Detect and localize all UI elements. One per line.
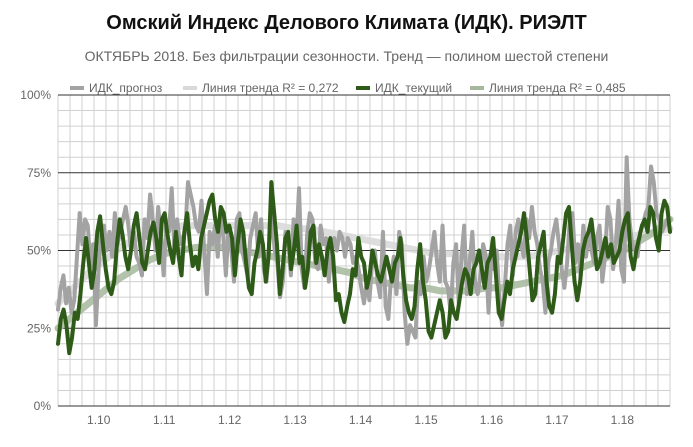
legend-label: Линия тренда R² = 0,272	[202, 81, 339, 95]
legend-item-0: ИДК_прогноз	[70, 81, 163, 95]
x-tick-label: 1.17	[545, 413, 569, 427]
chart-legend: ИДК_прогноз Линия тренда R² = 0,272 ИДК_те…	[70, 81, 626, 95]
axis-layer: 0% 25% 50% 75% 100% 1.10 1.11 1.12 1.13 1.14 1.15 1…	[20, 88, 634, 427]
y-tick-label: 25%	[27, 321, 51, 335]
legend-label: Линия тренда R² = 0,485	[489, 81, 626, 95]
legend-label: ИДК_текущий	[375, 81, 452, 95]
x-tick-label: 1.11	[153, 413, 176, 427]
series-line-2	[56, 180, 672, 356]
x-tick-label: 1.16	[480, 413, 504, 427]
x-tick-label: 1.15	[414, 413, 438, 427]
x-tick-label: 1.12	[218, 413, 242, 427]
chart-title: Омский Индекс Делового Климата (ИДК). РИ…	[106, 12, 587, 34]
y-tick-label: 75%	[27, 166, 51, 180]
legend-item-2: ИДК_текущий	[356, 81, 452, 95]
y-tick-label: 100%	[20, 88, 51, 102]
x-tick-label: 1.13	[283, 413, 307, 427]
legend-item-1: Линия тренда R² = 0,272	[183, 81, 339, 95]
y-tick-label: 0%	[34, 399, 52, 413]
x-tick-label: 1.14	[349, 413, 373, 427]
legend-label: ИДК_прогноз	[89, 81, 163, 95]
series-layer	[54, 155, 674, 356]
chart-subtitle: ОКТЯБРЬ 2018. Без фильтрации сезонности.…	[84, 48, 609, 64]
y-tick-label: 50%	[27, 244, 51, 258]
x-tick-label: 1.18	[611, 413, 635, 427]
x-tick-label: 1.10	[87, 413, 111, 427]
legend-item-3: Линия тренда R² = 0,485	[470, 81, 626, 95]
